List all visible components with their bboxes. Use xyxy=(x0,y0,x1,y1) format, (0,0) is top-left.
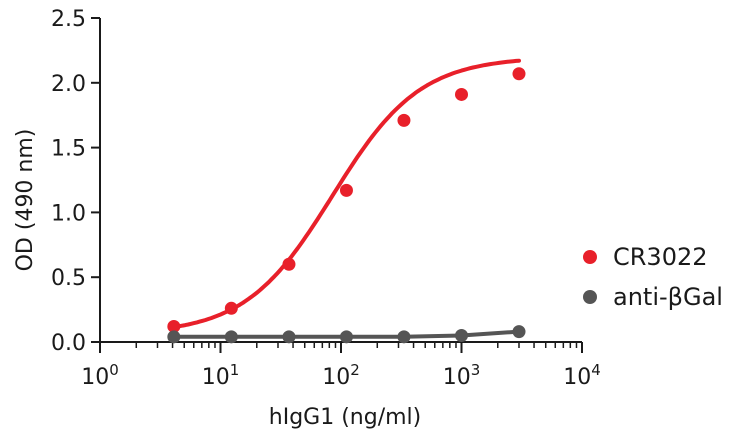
x-axis: 100 101 102 103 104 xyxy=(81,341,601,390)
data-point xyxy=(339,330,353,344)
data-point xyxy=(224,330,238,344)
legend: CR3022 anti-βGal xyxy=(583,243,723,311)
legend-item-anti-bgal: anti-βGal xyxy=(583,283,723,311)
y-tick-label: 0.0 xyxy=(51,331,86,356)
data-point xyxy=(397,113,411,127)
y-axis: 0.0 0.5 1.0 1.5 2.0 2.5 xyxy=(51,7,101,356)
data-point xyxy=(512,325,526,339)
data-point xyxy=(455,329,468,343)
legend-label-anti-bgal: anti-βGal xyxy=(613,283,723,311)
data-point xyxy=(282,257,296,271)
data-point xyxy=(167,319,181,333)
x-tick-label: 104 xyxy=(563,361,601,390)
y-tick-label: 0.5 xyxy=(51,266,86,291)
x-tick-label: 102 xyxy=(322,361,360,390)
legend-item-cr3022: CR3022 xyxy=(583,243,708,271)
y-tick-label: 1.5 xyxy=(51,137,86,162)
data-point xyxy=(167,330,181,344)
data-point xyxy=(397,330,411,344)
series-cr3022 xyxy=(167,58,526,333)
series-anti-bgal xyxy=(167,325,526,344)
x-tick-label: 100 xyxy=(81,361,119,390)
legend-label-cr3022: CR3022 xyxy=(613,243,708,271)
y-tick-label: 1.0 xyxy=(51,201,86,226)
x-tick-label: 103 xyxy=(443,361,481,390)
data-point xyxy=(512,67,526,81)
legend-marker-cr3022 xyxy=(583,250,597,264)
y-axis-title: OD (490 nm) xyxy=(13,129,38,272)
data-point xyxy=(224,301,238,315)
data-point xyxy=(282,330,296,344)
series-layer xyxy=(167,58,526,344)
y-tick-label: 2.5 xyxy=(51,7,86,32)
legend-marker-anti-bgal xyxy=(583,290,597,304)
data-point xyxy=(455,87,468,101)
x-tick-label: 101 xyxy=(202,361,240,390)
y-tick-label: 2.0 xyxy=(51,72,86,97)
data-point xyxy=(339,183,353,197)
x-axis-title: hIgG1 (ng/ml) xyxy=(269,405,421,430)
